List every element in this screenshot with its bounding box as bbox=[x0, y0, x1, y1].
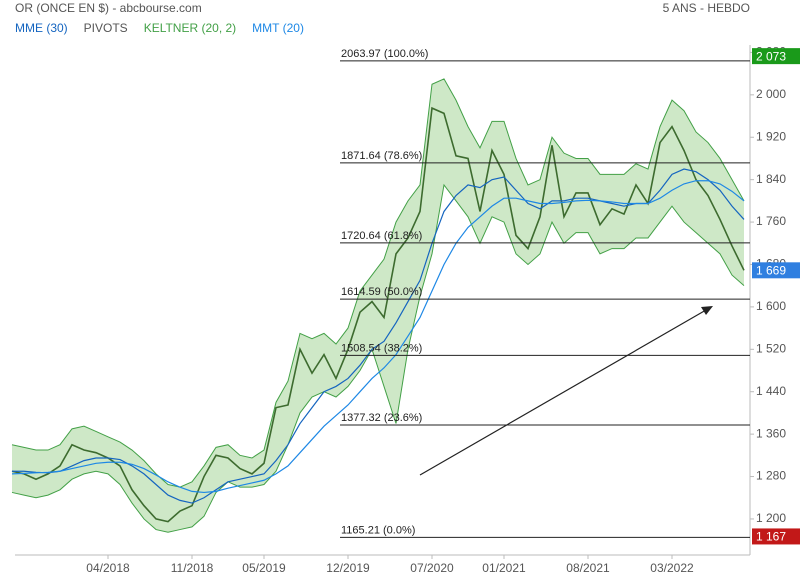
y-tick-label: 1 760 bbox=[756, 214, 786, 228]
y-tick-label: 1 440 bbox=[756, 384, 786, 398]
pivot-label: 1165.21 (0.0%) bbox=[341, 524, 415, 536]
moving-average bbox=[11, 180, 745, 494]
x-tick-label: 08/2021 bbox=[566, 561, 610, 575]
arrow-head bbox=[701, 306, 713, 315]
pivot-label: 1720.64 (61.8%) bbox=[341, 230, 422, 242]
price-badge bbox=[752, 528, 800, 545]
legend: MME (30) PIVOTS KELTNER (20, 2) MMT (20) bbox=[15, 21, 304, 35]
y-tick-label: 1 600 bbox=[756, 299, 786, 313]
legend-entry: PIVOTS bbox=[84, 21, 128, 35]
trend-arrow bbox=[419, 309, 707, 476]
keltner-upper bbox=[11, 78, 745, 488]
x-tick-label: 11/2018 bbox=[171, 561, 214, 575]
y-tick-label: 1 200 bbox=[756, 511, 786, 525]
pivot-label: 1508.54 (38.2%) bbox=[341, 342, 422, 354]
x-tick-label: 04/2018 bbox=[86, 561, 130, 575]
chart-title: OR (ONCE EN $) - abcbourse.com bbox=[15, 1, 202, 15]
x-tick-label: 07/2020 bbox=[410, 561, 454, 575]
plot-area bbox=[11, 78, 745, 533]
y-tick-label: 1 280 bbox=[756, 469, 786, 483]
price-badge bbox=[752, 48, 800, 65]
y-tick-label: 2 000 bbox=[756, 87, 786, 101]
keltner-fill bbox=[12, 78, 744, 533]
x-tick-label: 12/2019 bbox=[326, 561, 370, 575]
price-badge-label: 1 167 bbox=[756, 530, 786, 544]
x-tick-label: 03/2022 bbox=[650, 561, 694, 575]
y-tick-label: 1 360 bbox=[756, 426, 786, 440]
pivot-label: 2063.97 (100.0%) bbox=[341, 48, 428, 60]
price-badge-label: 2 073 bbox=[756, 49, 786, 63]
legend-entry: MMT (20) bbox=[252, 21, 304, 35]
legend-entry: KELTNER (20, 2) bbox=[144, 21, 236, 35]
pivot-label: 1377.32 (23.6%) bbox=[341, 412, 422, 424]
pivot-label: 1614.59 (50.0%) bbox=[341, 286, 422, 298]
keltner-lower bbox=[11, 183, 745, 533]
price-badge-label: 1 669 bbox=[756, 263, 786, 277]
price-line bbox=[11, 106, 745, 523]
x-tick-label: 01/2021 bbox=[482, 561, 526, 575]
moving-average bbox=[12, 168, 745, 504]
y-tick-label: 1 840 bbox=[756, 172, 786, 186]
x-tick-label: 05/2019 bbox=[242, 561, 286, 575]
legend-entry: MME (30) bbox=[15, 21, 68, 35]
price-badge bbox=[752, 262, 800, 279]
y-tick-label: 1 520 bbox=[756, 341, 786, 355]
pivot-label: 1871.64 (78.6%) bbox=[341, 150, 422, 162]
chart-subtitle: 5 ANS - HEBDO bbox=[663, 1, 750, 15]
y-tick-label: 1 920 bbox=[756, 129, 786, 143]
